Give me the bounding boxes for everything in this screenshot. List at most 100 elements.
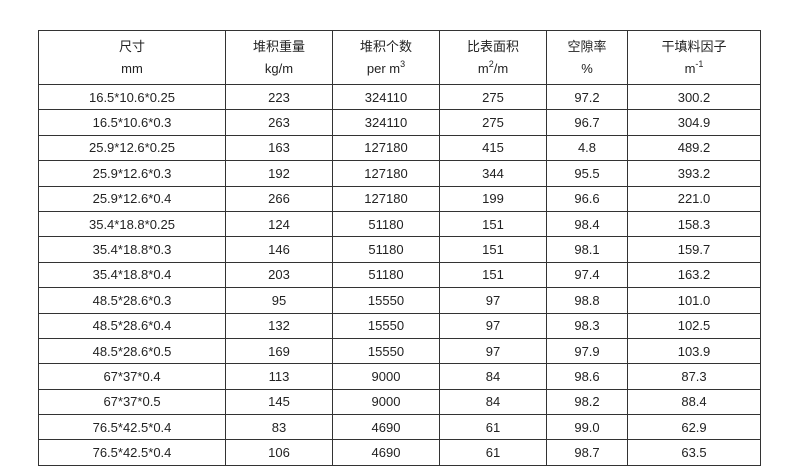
table-cell: 199 (439, 185, 547, 212)
table-cell: 97.2 (546, 83, 628, 111)
table-cell: 103.9 (627, 337, 761, 365)
table-cell: 132 (225, 312, 333, 339)
table-cell: 88.4 (627, 388, 761, 416)
table-cell: 76.5*42.5*0.4 (38, 414, 226, 441)
header-label: 尺寸 (118, 38, 145, 54)
table-cell: 98.3 (546, 312, 628, 339)
table-cell: 76.5*42.5*0.4 (38, 439, 226, 466)
table-cell: 192 (225, 160, 333, 187)
table-cell: 95.5 (546, 160, 628, 187)
header-row: 尺寸 mm 堆积重量 kg/m 堆积个数 per m3 比表面积 m2/m 空隙率% 干填料因子 m… (38, 30, 761, 85)
header-unit: mm (121, 60, 143, 76)
table-row: 76.5*42.5*0.4 83 4690 61 99.0 62.9 (38, 414, 761, 441)
table-cell: 25.9*12.6*0.3 (38, 160, 226, 187)
header-unit: kg/m (264, 60, 294, 76)
table-cell: 163 (225, 134, 333, 162)
table-cell: 4690 (332, 439, 440, 466)
table-cell: 221.0 (627, 185, 761, 212)
table-cell: 324110 (332, 83, 440, 111)
table-cell: 84 (439, 363, 547, 390)
table-cell: 98.7 (546, 439, 628, 466)
column-header: 尺寸 mm (38, 30, 226, 85)
table-cell: 127180 (332, 185, 440, 212)
table-cell: 67*37*0.5 (38, 388, 226, 416)
table-cell: 16.5*10.6*0.3 (38, 109, 226, 136)
header-label: 堆积个数 (359, 38, 412, 54)
table-cell: 25.9*12.6*0.4 (38, 185, 226, 212)
table-cell: 275 (439, 83, 547, 111)
table-cell: 63.5 (627, 439, 761, 466)
header-label: 空隙率 (567, 38, 607, 54)
table-row: 48.5*28.6*0.3 95 15550 97 98.8 101.0 (38, 287, 761, 314)
table-cell: 169 (225, 337, 333, 365)
column-header: 干填料因子 m-1 (627, 30, 761, 85)
table-cell: 48.5*28.6*0.4 (38, 312, 226, 339)
table-cell: 163.2 (627, 261, 761, 289)
table-row: 67*37*0.5 145 9000 84 98.2 88.4 (38, 388, 761, 416)
table-row: 16.5*10.6*0.3 263 324110 275 96.7 304.9 (38, 109, 761, 136)
header-unit: m2/m (477, 58, 509, 76)
table-row: 25.9*12.6*0.25 163 127180 415 4.8 489.2 (38, 134, 761, 162)
table-cell: 98.1 (546, 236, 628, 263)
table-cell: 97 (439, 312, 547, 339)
table-cell: 127180 (332, 160, 440, 187)
header-unit: m-1 (684, 58, 704, 76)
header-label: 干填料因子 (661, 38, 727, 54)
table-cell: 51180 (332, 236, 440, 263)
table-cell: 102.5 (627, 312, 761, 339)
table-cell: 304.9 (627, 109, 761, 136)
table-cell: 98.8 (546, 287, 628, 314)
table-row: 48.5*28.6*0.4 132 15550 97 98.3 102.5 (38, 312, 761, 339)
table-cell: 84 (439, 388, 547, 416)
table-cell: 151 (439, 210, 547, 238)
table-cell: 344 (439, 160, 547, 187)
table-cell: 15550 (332, 312, 440, 339)
table-cell: 98.6 (546, 363, 628, 390)
table-cell: 4.8 (546, 134, 628, 162)
table-cell: 96.7 (546, 109, 628, 136)
column-header: 堆积重量 kg/m (225, 30, 333, 85)
table-cell: 151 (439, 236, 547, 263)
table-cell: 97.4 (546, 261, 628, 289)
table-row: 16.5*10.6*0.25 223 324110 275 97.2 300.2 (38, 83, 761, 111)
table-cell: 489.2 (627, 134, 761, 162)
table-cell: 97.9 (546, 337, 628, 365)
table-cell: 146 (225, 236, 333, 263)
table-cell: 159.7 (627, 236, 761, 263)
column-header: 比表面积 m2/m (439, 30, 547, 85)
table-cell: 324110 (332, 109, 440, 136)
table-cell: 61 (439, 439, 547, 466)
header-label: 比表面积 (466, 38, 519, 54)
table-cell: 275 (439, 109, 547, 136)
table-cell: 95 (225, 287, 333, 314)
table-row: 76.5*42.5*0.4 106 4690 61 98.7 63.5 (38, 439, 761, 466)
table-cell: 415 (439, 134, 547, 162)
column-header: 堆积个数 per m3 (332, 30, 440, 85)
table-cell: 203 (225, 261, 333, 289)
table-cell: 106 (225, 439, 333, 466)
packing-spec-table: 尺寸 mm 堆积重量 kg/m 堆积个数 per m3 比表面积 m2/m 空隙率% 干填料因子 m… (38, 30, 761, 466)
table-cell: 145 (225, 388, 333, 416)
table-cell: 62.9 (627, 414, 761, 441)
table-cell: 97 (439, 287, 547, 314)
table-cell: 101.0 (627, 287, 761, 314)
table-cell: 124 (225, 210, 333, 238)
table-cell: 51180 (332, 261, 440, 289)
table-cell: 61 (439, 414, 547, 441)
table-row: 25.9*12.6*0.3 192 127180 344 95.5 393.2 (38, 160, 761, 187)
header-unit: % (581, 60, 593, 76)
table-cell: 48.5*28.6*0.5 (38, 337, 226, 365)
table-cell: 266 (225, 185, 333, 212)
header-label: 堆积重量 (252, 38, 305, 54)
table-row: 35.4*18.8*0.25 124 51180 151 98.4 158.3 (38, 210, 761, 238)
table-cell: 16.5*10.6*0.25 (38, 83, 226, 111)
table-cell: 9000 (332, 363, 440, 390)
table-cell: 87.3 (627, 363, 761, 390)
table-cell: 127180 (332, 134, 440, 162)
table-cell: 51180 (332, 210, 440, 238)
table-cell: 223 (225, 83, 333, 111)
table-cell: 151 (439, 261, 547, 289)
table-cell: 35.4*18.8*0.4 (38, 261, 226, 289)
table-cell: 300.2 (627, 83, 761, 111)
table-cell: 97 (439, 337, 547, 365)
